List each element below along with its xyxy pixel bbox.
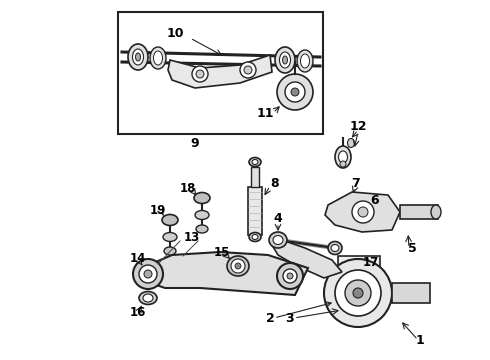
Text: 16: 16: [130, 306, 146, 319]
Text: 13: 13: [184, 230, 200, 243]
Circle shape: [324, 259, 392, 327]
Ellipse shape: [194, 193, 210, 203]
Ellipse shape: [275, 47, 295, 73]
Bar: [251, 167, 259, 187]
Text: 19: 19: [150, 203, 166, 216]
Text: 4: 4: [273, 212, 282, 225]
Ellipse shape: [279, 52, 291, 68]
Ellipse shape: [283, 56, 288, 64]
Circle shape: [196, 70, 204, 78]
Ellipse shape: [163, 233, 177, 242]
Circle shape: [291, 88, 299, 96]
Circle shape: [192, 66, 208, 82]
Ellipse shape: [335, 146, 351, 168]
Ellipse shape: [143, 294, 153, 302]
Circle shape: [353, 288, 363, 298]
Ellipse shape: [164, 247, 176, 255]
Ellipse shape: [252, 234, 258, 239]
Circle shape: [231, 259, 245, 273]
Circle shape: [277, 263, 303, 289]
Ellipse shape: [328, 242, 342, 255]
Circle shape: [240, 62, 256, 78]
Circle shape: [235, 263, 241, 269]
Ellipse shape: [339, 151, 347, 163]
Bar: [400, 205, 438, 219]
Polygon shape: [142, 252, 308, 295]
Text: 18: 18: [180, 181, 196, 194]
Circle shape: [133, 259, 163, 289]
Circle shape: [335, 270, 381, 316]
Text: 6: 6: [370, 194, 379, 207]
Circle shape: [358, 207, 368, 217]
Ellipse shape: [139, 292, 157, 305]
Text: 14: 14: [130, 252, 146, 265]
Ellipse shape: [162, 215, 178, 225]
Text: 2: 2: [266, 311, 274, 324]
Circle shape: [287, 273, 293, 279]
Bar: [118, 12, 323, 134]
Text: 15: 15: [214, 246, 230, 258]
Text: 9: 9: [191, 136, 199, 149]
Polygon shape: [168, 55, 272, 88]
Bar: [338, 256, 380, 284]
Ellipse shape: [331, 244, 339, 252]
Circle shape: [285, 82, 305, 102]
Ellipse shape: [196, 225, 208, 233]
Ellipse shape: [431, 205, 441, 219]
Text: 5: 5: [408, 242, 417, 255]
Ellipse shape: [252, 159, 258, 165]
Text: 17: 17: [363, 256, 379, 270]
Ellipse shape: [153, 51, 163, 65]
Bar: [392, 283, 430, 303]
Ellipse shape: [195, 211, 209, 220]
Ellipse shape: [150, 47, 166, 69]
Text: 10: 10: [166, 27, 184, 40]
Circle shape: [277, 74, 313, 110]
Ellipse shape: [273, 235, 283, 244]
Ellipse shape: [300, 54, 310, 68]
Text: 11: 11: [256, 107, 274, 120]
Text: 1: 1: [416, 333, 424, 346]
Circle shape: [283, 269, 297, 283]
Ellipse shape: [227, 256, 249, 276]
Polygon shape: [272, 240, 342, 278]
Circle shape: [139, 265, 157, 283]
Text: 7: 7: [351, 176, 359, 189]
Circle shape: [345, 280, 371, 306]
Ellipse shape: [132, 49, 144, 65]
Ellipse shape: [136, 53, 141, 61]
Ellipse shape: [249, 158, 261, 166]
Circle shape: [352, 201, 374, 223]
Ellipse shape: [347, 139, 354, 148]
Ellipse shape: [269, 232, 287, 248]
Text: 8: 8: [270, 176, 279, 189]
Ellipse shape: [297, 50, 313, 72]
Ellipse shape: [249, 233, 261, 242]
Polygon shape: [325, 192, 400, 232]
Text: 12: 12: [349, 120, 367, 132]
Text: 3: 3: [286, 311, 294, 324]
Circle shape: [244, 66, 252, 74]
Circle shape: [144, 270, 152, 278]
Ellipse shape: [128, 44, 148, 70]
Bar: [248, 187, 262, 235]
Circle shape: [340, 161, 346, 167]
